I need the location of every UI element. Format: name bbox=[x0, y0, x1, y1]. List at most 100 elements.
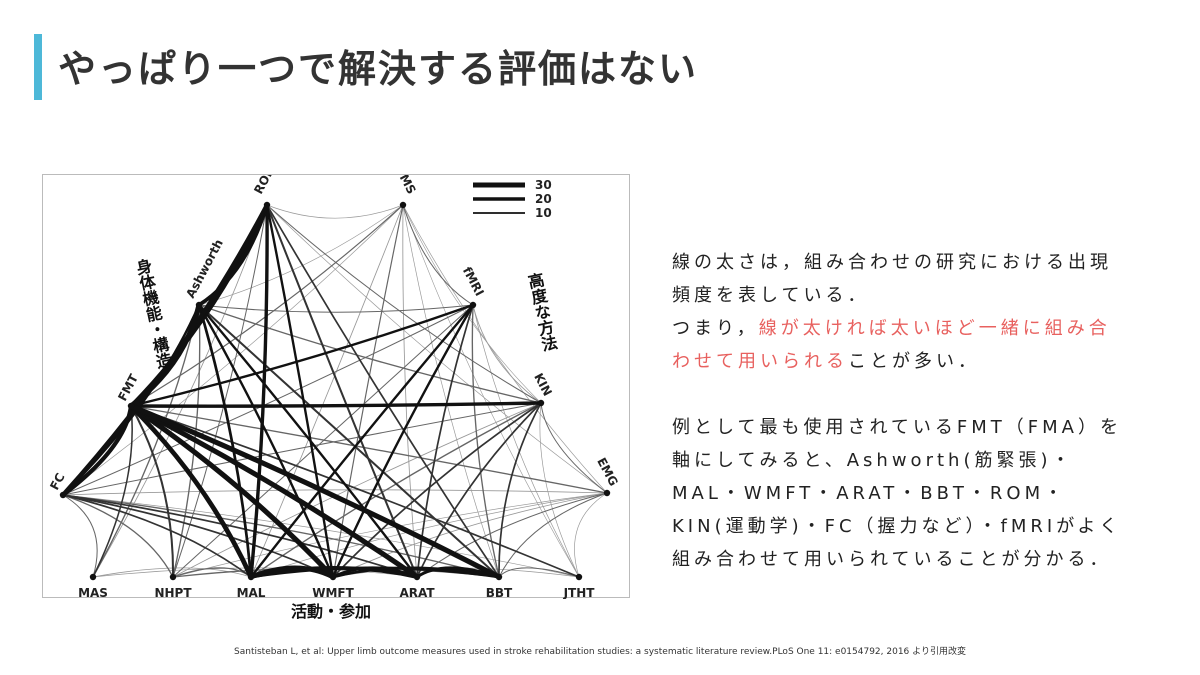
edge-ashworth-arat bbox=[197, 303, 419, 579]
explanation-line: KIN(運動学)・FC（握力など）・fMRIがよく bbox=[672, 516, 1122, 537]
node-label-wmft: WMFT bbox=[312, 586, 354, 599]
edge-ashworth-mas bbox=[92, 304, 200, 578]
edge-tms-jtht bbox=[402, 204, 580, 578]
explanation-line: 例として最も使用されているFMT（FMA）を bbox=[672, 417, 1122, 438]
edge-fc-emg bbox=[62, 489, 608, 496]
node-bbt bbox=[495, 573, 503, 581]
node-emg bbox=[603, 489, 611, 497]
node-label-kin: KIN bbox=[531, 371, 555, 399]
edge-kin-mal bbox=[250, 402, 542, 578]
edge-tms-arat bbox=[402, 204, 418, 578]
node-jtht bbox=[575, 573, 583, 581]
edge-emg-bbt bbox=[498, 492, 608, 578]
edge-fmt-arat bbox=[128, 403, 420, 580]
edge-ashworth-bbt bbox=[197, 303, 501, 579]
category-label-right: 高度な方法 bbox=[524, 270, 560, 354]
edge-tms-mal bbox=[250, 204, 404, 578]
explanation-line: 軸にしてみると、Ashworth(筋緊張)・ bbox=[672, 450, 1074, 471]
explanation-line: つまり，線が太ければ太いほど一緒に組み合 bbox=[672, 318, 1111, 339]
edge-fmri-mal bbox=[249, 303, 475, 579]
edge-rom-kin bbox=[266, 204, 542, 404]
node-mas bbox=[89, 573, 97, 581]
edge-emg-nhpt bbox=[172, 492, 608, 578]
edge-rom-bbt bbox=[266, 204, 500, 578]
edge-fmt-nhpt bbox=[129, 404, 175, 579]
edge-fmri-kin bbox=[472, 304, 542, 404]
node-label-rom: ROM bbox=[251, 175, 278, 196]
node-ashworth bbox=[195, 301, 203, 309]
explanation-line: わせて用いられることが多い． bbox=[672, 351, 980, 372]
edge-mas-arat bbox=[92, 567, 418, 578]
edge-fc-mas bbox=[62, 494, 98, 578]
edge-fmt-emg bbox=[130, 405, 608, 494]
nodes-layer bbox=[59, 201, 611, 581]
node-label-tms: TMS bbox=[393, 175, 419, 196]
edge-mal-wmft bbox=[248, 565, 336, 580]
node-label-fc: FC bbox=[47, 471, 67, 493]
category-label-bottom: 活動・参加 bbox=[291, 602, 372, 621]
edge-emg-wmft bbox=[332, 492, 608, 578]
page-title: やっぱり一つで解決する評価はない bbox=[58, 47, 699, 91]
node-tms bbox=[399, 201, 407, 209]
title-accent-bar bbox=[34, 34, 42, 100]
explanation-line: 線の太さは，組み合わせの研究における出現 bbox=[672, 252, 1112, 273]
node-fmri bbox=[469, 301, 477, 309]
edge-rom-tms bbox=[266, 204, 404, 219]
edge-kin-arat bbox=[416, 402, 542, 578]
edge-rom-nhpt bbox=[172, 204, 268, 578]
edge-fmt-ashworth bbox=[128, 302, 202, 409]
edge-rom-fc bbox=[60, 202, 270, 498]
node-label-fmri: fMRI bbox=[460, 265, 487, 299]
node-label-bbt: BBT bbox=[486, 586, 513, 599]
edge-fmri-arat bbox=[416, 304, 474, 578]
edge-kin-jtht bbox=[539, 402, 580, 578]
edge-tms-fmri bbox=[402, 204, 474, 306]
edge-emg-jtht bbox=[574, 492, 608, 578]
node-wmft bbox=[329, 573, 337, 581]
edge-rom-arat bbox=[265, 203, 419, 579]
edge-fc-nhpt bbox=[62, 494, 174, 578]
highlighted-text: 線が太ければ太いほど一緒に組み合 bbox=[758, 318, 1111, 339]
edge-fmri-wmft bbox=[331, 303, 475, 579]
edge-ashworth-fc bbox=[61, 303, 201, 497]
category-label-left: 身体機能・構造 bbox=[132, 256, 174, 370]
legend-label: 10 bbox=[535, 206, 552, 220]
edge-fmt-bbt bbox=[128, 403, 502, 580]
edge-fmt-mas bbox=[92, 405, 133, 578]
edge-fmt-fmri bbox=[129, 303, 475, 408]
edge-rom-ashworth bbox=[197, 203, 269, 307]
node-label-jtht: JTHT bbox=[563, 586, 596, 599]
edge-ashworth-fmri bbox=[198, 304, 474, 313]
edge-ashworth-mal bbox=[197, 303, 253, 579]
citation: Santisteban L, et al: Upper limb outcome… bbox=[234, 647, 966, 657]
edge-tms-bbt bbox=[402, 204, 500, 578]
edge-fmri-jtht bbox=[472, 304, 580, 578]
legend-label: 30 bbox=[535, 178, 552, 192]
edge-kin-fc bbox=[62, 402, 542, 496]
node-nhpt bbox=[169, 573, 177, 581]
node-kin bbox=[537, 399, 545, 407]
highlighted-text: わせて用いられる bbox=[672, 351, 848, 372]
edge-wmft-bbt bbox=[331, 566, 501, 579]
edge-rom-wmft bbox=[265, 203, 335, 579]
edge-kin-wmft bbox=[332, 402, 542, 578]
node-label-mas: MAS bbox=[78, 586, 108, 599]
edge-fc-wmft bbox=[62, 494, 334, 578]
node-fc bbox=[59, 491, 67, 499]
node-fmt bbox=[127, 402, 135, 410]
edge-tms-kin bbox=[402, 204, 542, 404]
edge-ashworth-kin bbox=[198, 304, 542, 404]
edge-fmt-kin bbox=[129, 401, 543, 408]
node-label-arat: ARAT bbox=[399, 586, 435, 599]
edge-tms-emg bbox=[402, 204, 608, 494]
edge-fmt-jtht bbox=[130, 405, 580, 578]
edge-mas-mal bbox=[92, 567, 252, 578]
edge-fmt-wmft bbox=[128, 403, 336, 580]
edge-kin-emg bbox=[540, 402, 608, 494]
edge-kin-nhpt bbox=[172, 402, 542, 578]
explanation-line: 頻度を表している． bbox=[672, 285, 870, 306]
edges-layer bbox=[60, 202, 608, 580]
